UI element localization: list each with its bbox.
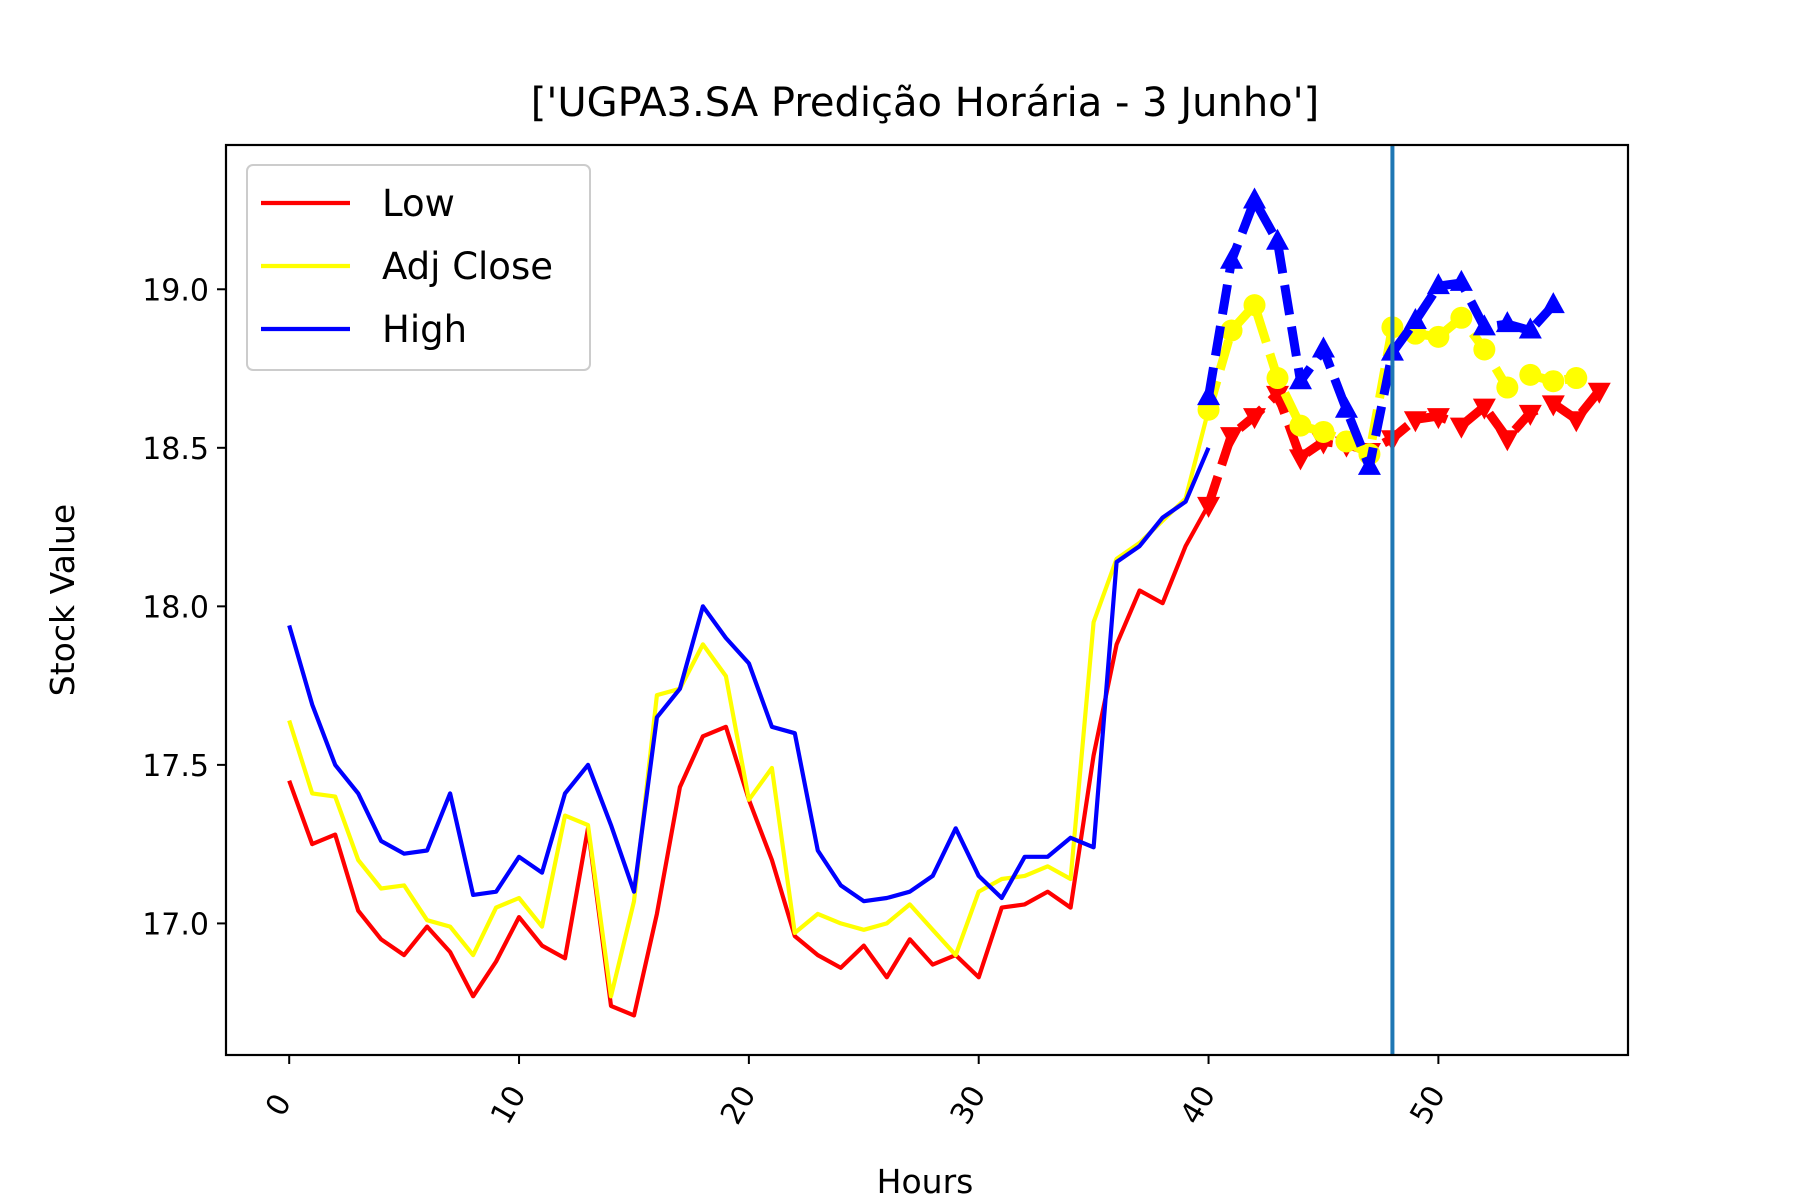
predicted-line-high [1204, 196, 1557, 472]
y-tick-label: 18.0 [142, 590, 209, 625]
predicted-marker-adj-close [1427, 325, 1450, 348]
predicted-marker-high [1472, 314, 1496, 336]
predicted-marker-high [1495, 311, 1519, 333]
predicted-marker-low [1449, 417, 1473, 439]
y-tick-label: 17.0 [142, 907, 209, 942]
plot-area [287, 145, 1611, 1055]
x-axis-title: Hours [877, 1162, 974, 1200]
y-tick-label: 17.5 [142, 749, 209, 784]
y-tick-label: 18.5 [142, 432, 209, 467]
predicted-marker-low [1541, 395, 1565, 417]
legend-label-high: High [382, 308, 467, 351]
legend-label-adj-close: Adj Close [382, 245, 553, 288]
predicted-marker-high [1518, 317, 1542, 339]
predicted-marker-high [1266, 228, 1289, 250]
y-tick-label: 19.0 [142, 273, 209, 308]
predicted-marker-high [1311, 336, 1335, 358]
predicted-marker-low [1472, 398, 1496, 420]
predicted-marker-adj-close [1312, 420, 1335, 443]
predicted-marker-high [1288, 368, 1312, 390]
predicted-marker-adj-close [1266, 367, 1289, 390]
predicted-marker-low [1403, 411, 1427, 433]
predicted-marker-high [1334, 396, 1358, 418]
predicted-marker-high [1197, 384, 1221, 406]
predicted-marker-adj-close [1289, 414, 1312, 437]
legend-box [246, 164, 591, 371]
predicted-marker-adj-close [1450, 306, 1473, 329]
predicted-marker-high [1541, 292, 1565, 314]
legend-label-low: Low [382, 182, 455, 225]
legend: Low Adj Close High [246, 164, 591, 371]
y-axis-title: Stock Value [43, 504, 82, 696]
series-line-adj-close [287, 409, 1211, 999]
predicted-marker-low [1243, 408, 1267, 430]
predicted-marker-high [1403, 307, 1427, 329]
chart-title: ['UGPA3.SA Predição Horária - 3 Junho'] [531, 80, 1320, 126]
predicted-marker-adj-close [1496, 376, 1519, 399]
predicted-marker-adj-close [1473, 338, 1496, 361]
predicted-marker-adj-close [1243, 294, 1266, 317]
predicted-marker-adj-close [1220, 319, 1243, 342]
predicted-marker-high [1426, 273, 1450, 295]
predicted-marker-low [1220, 427, 1244, 449]
predicted-marker-low [1426, 408, 1450, 430]
predicted-marker-high [1449, 269, 1473, 291]
predicted-marker-high [1220, 247, 1244, 269]
predicted-marker-adj-close [1335, 430, 1358, 453]
predicted-marker-high [1357, 453, 1381, 475]
series-line-high [287, 446, 1211, 904]
axes-frame [224, 143, 1630, 1057]
predicted-marker-adj-close [1519, 363, 1542, 386]
predicted-marker-low [1495, 430, 1519, 452]
predicted-marker-low [1587, 382, 1611, 404]
predicted-marker-low [1266, 385, 1289, 407]
predicted-marker-low [1564, 411, 1588, 433]
predicted-marker-low [1518, 404, 1542, 426]
predicted-marker-adj-close [1565, 367, 1588, 390]
predicted-marker-high [1243, 187, 1267, 209]
predicted-marker-low [1197, 496, 1221, 518]
plot-content [287, 145, 1611, 1055]
predicted-marker-adj-close [1542, 370, 1565, 393]
predicted-marker-low [1288, 449, 1312, 471]
